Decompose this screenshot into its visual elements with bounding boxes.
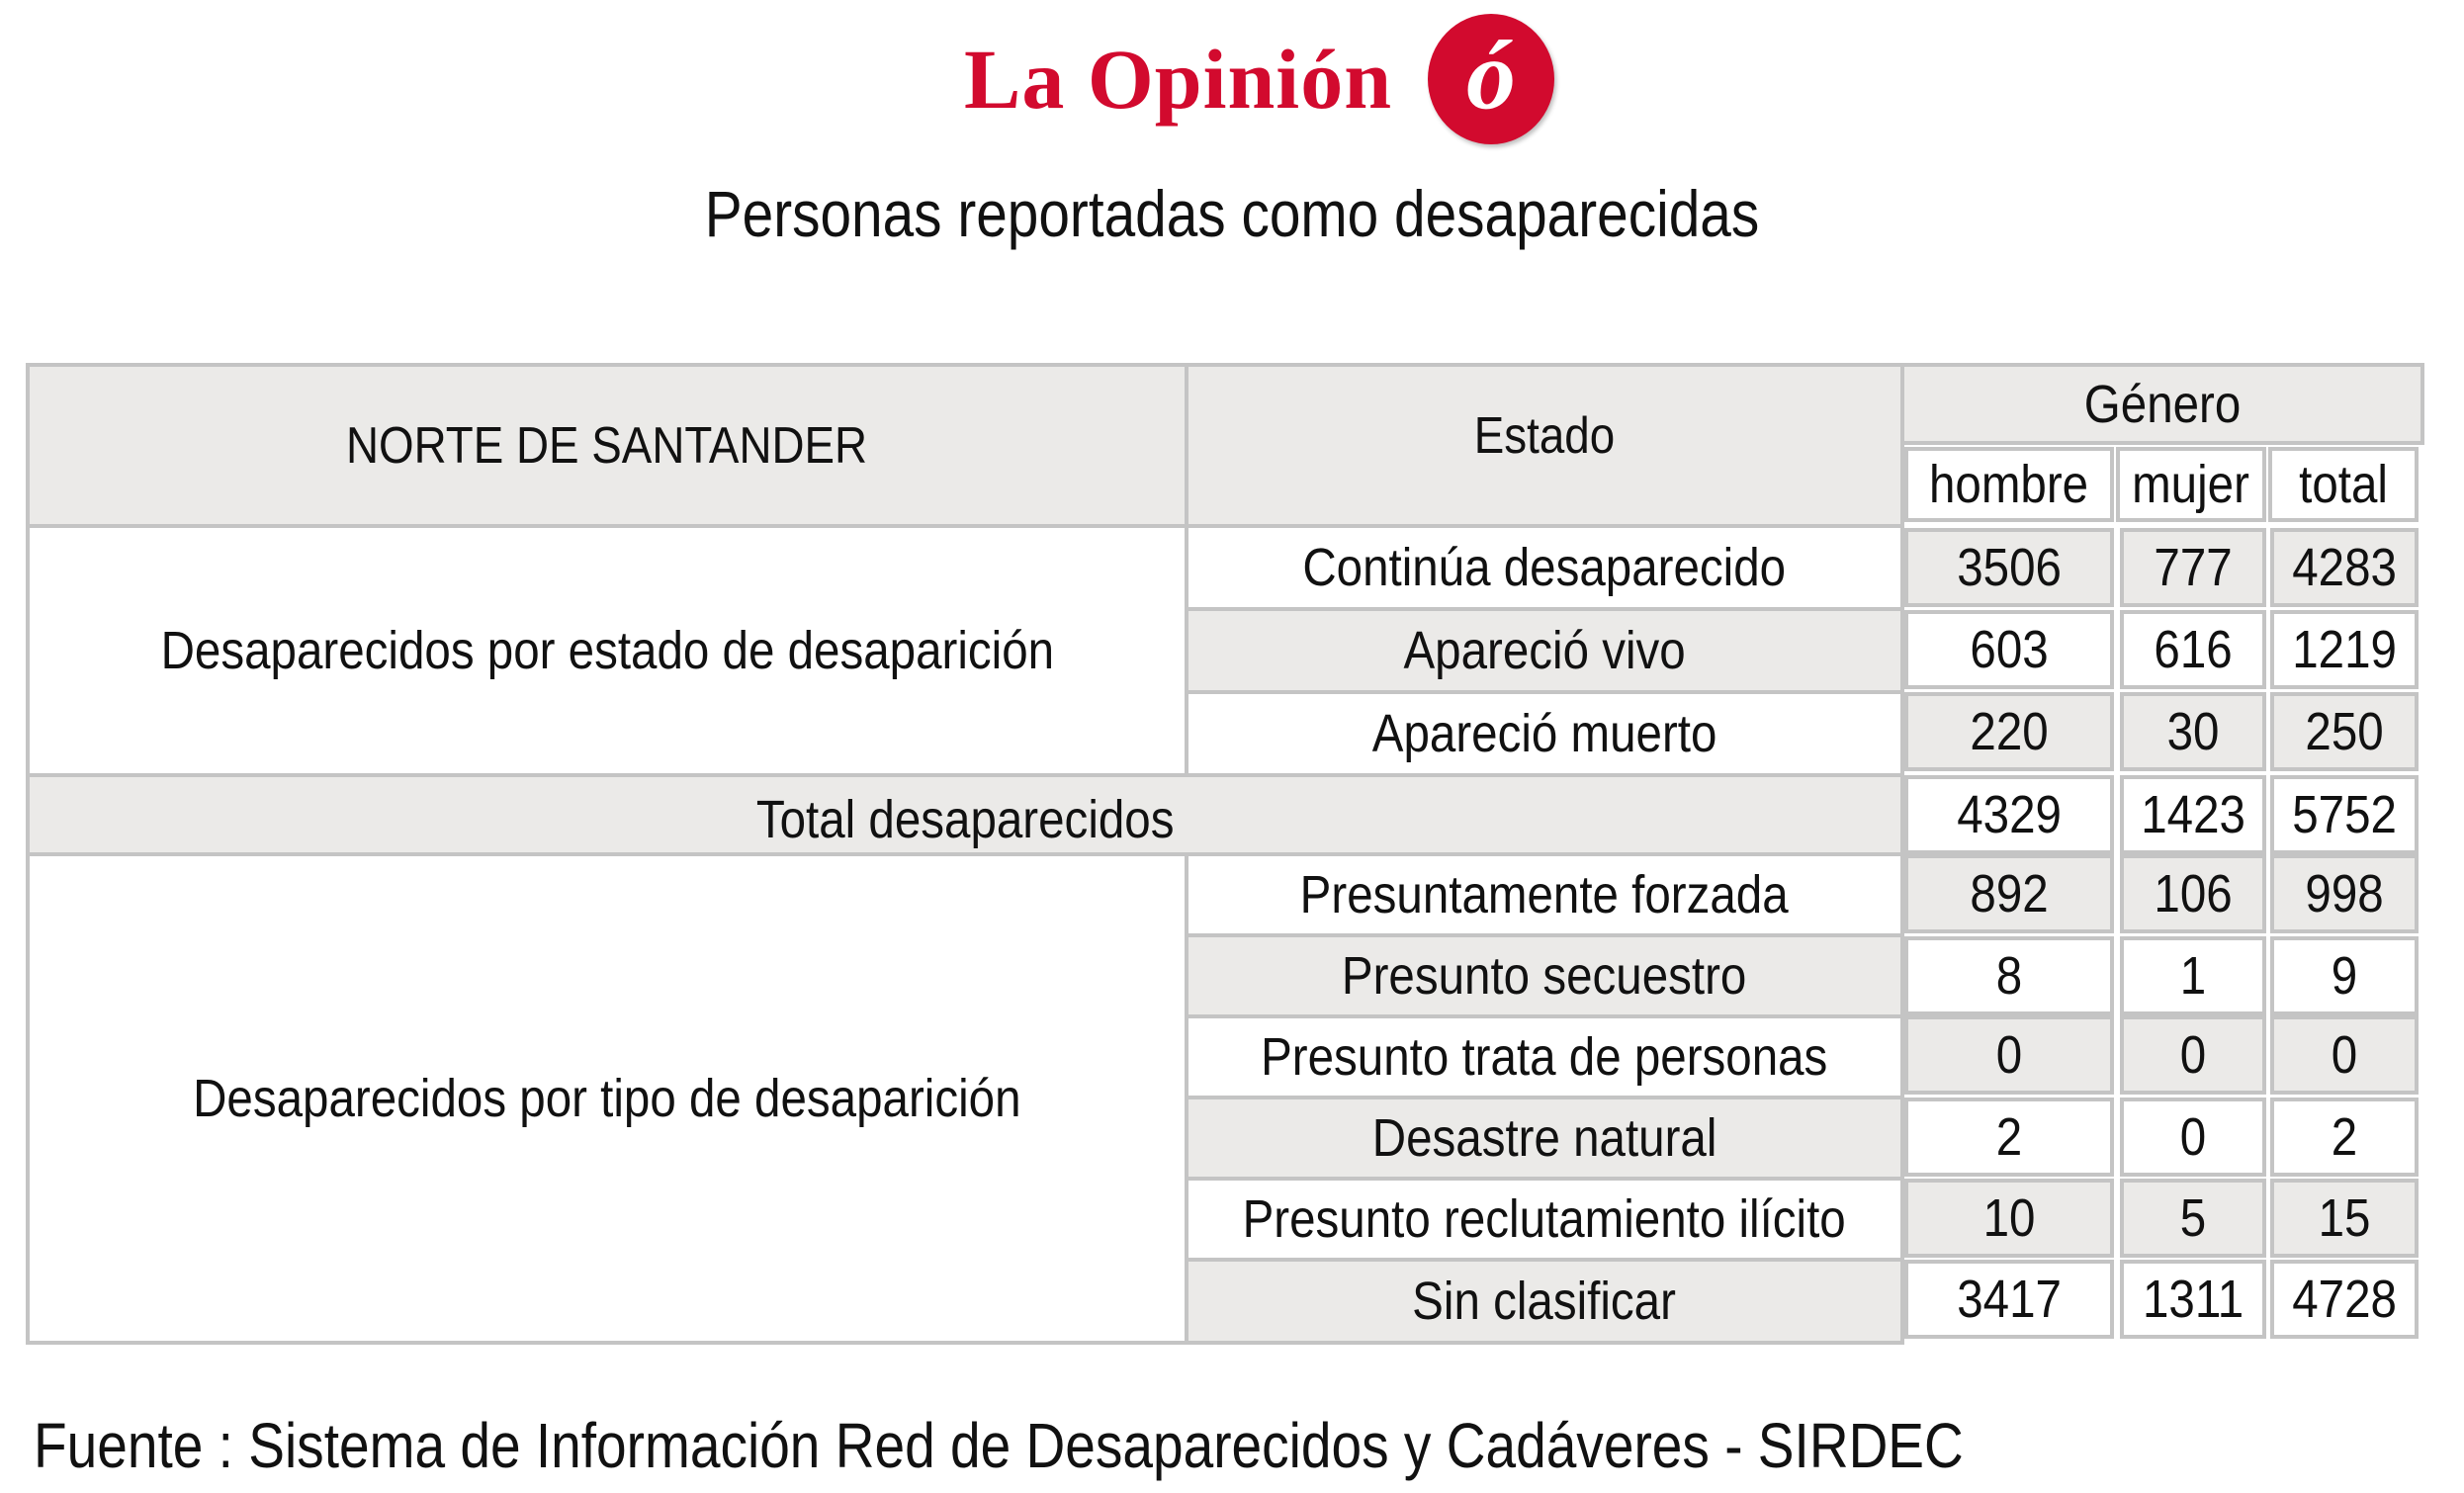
header-genero: Género [1900,363,2424,445]
cell-mujer: 5 [2120,1179,2266,1258]
total-hombre: 4329 [1904,775,2114,854]
cell-total: 1219 [2270,610,2419,689]
cell-mujer: 0 [2120,1015,2266,1095]
total-total: 5752 [2270,775,2419,854]
total-mujer: 1423 [2120,775,2266,854]
header-mujer: mujer [2116,447,2266,522]
page-title: Personas reportadas como desaparecidas [704,177,1760,250]
cell-hombre: 603 [1904,610,2114,689]
header-hombre: hombre [1904,447,2114,522]
cell-total: 15 [2270,1179,2419,1258]
cell-total: 250 [2270,692,2419,771]
brand-badge-icon: ó [1428,14,1555,144]
cell-total: 0 [2270,1015,2419,1095]
cell-mujer: 0 [2120,1098,2266,1177]
cell-total: 4283 [2270,528,2419,607]
row-label: Presunto secuestro [1185,933,1904,1018]
group-label-estado: Desaparecidos por estado de desaparición [26,524,1188,777]
cell-total: 998 [2270,854,2419,933]
cell-mujer: 30 [2120,692,2266,771]
row-label: Presunto reclutamiento ilícito [1185,1177,1904,1262]
total-row-label: Total desaparecidos [26,773,1904,856]
cell-total: 2 [2270,1098,2419,1177]
cell-hombre: 220 [1904,692,2114,771]
brand-name: La Opinión [964,32,1393,127]
cell-hombre: 892 [1904,854,2114,933]
header-total: total [2268,447,2419,522]
cell-total: 4728 [2270,1260,2419,1339]
cell-mujer: 106 [2120,854,2266,933]
header-estado: Estado [1185,363,1904,528]
cell-hombre: 10 [1904,1179,2114,1258]
cell-mujer: 777 [2120,528,2266,607]
cell-mujer: 616 [2120,610,2266,689]
row-label: Sin clasificar [1185,1258,1904,1345]
brand-logo: La Opinión ó [964,14,1555,144]
row-label: Presuntamente forzada [1185,852,1904,937]
cell-hombre: 8 [1904,936,2114,1015]
cell-mujer: 1 [2120,936,2266,1015]
header-region: NORTE DE SANTANDER [26,363,1188,528]
cell-total: 9 [2270,936,2419,1015]
cell-hombre: 2 [1904,1098,2114,1177]
row-label: Apareció vivo [1185,607,1904,694]
row-label: Desastre natural [1185,1096,1904,1181]
cell-hombre: 3506 [1904,528,2114,607]
row-label: Presunto trata de personas [1185,1014,1904,1099]
cell-mujer: 1311 [2120,1260,2266,1339]
group-label-tipo: Desaparecidos por tipo de desaparición [26,852,1188,1345]
row-label: Apareció muerto [1185,690,1904,777]
cell-hombre: 3417 [1904,1260,2114,1339]
row-label: Continúa desaparecido [1185,524,1904,611]
source-footer: Fuente : Sistema de Información Red de D… [34,1410,1964,1481]
cell-hombre: 0 [1904,1015,2114,1095]
